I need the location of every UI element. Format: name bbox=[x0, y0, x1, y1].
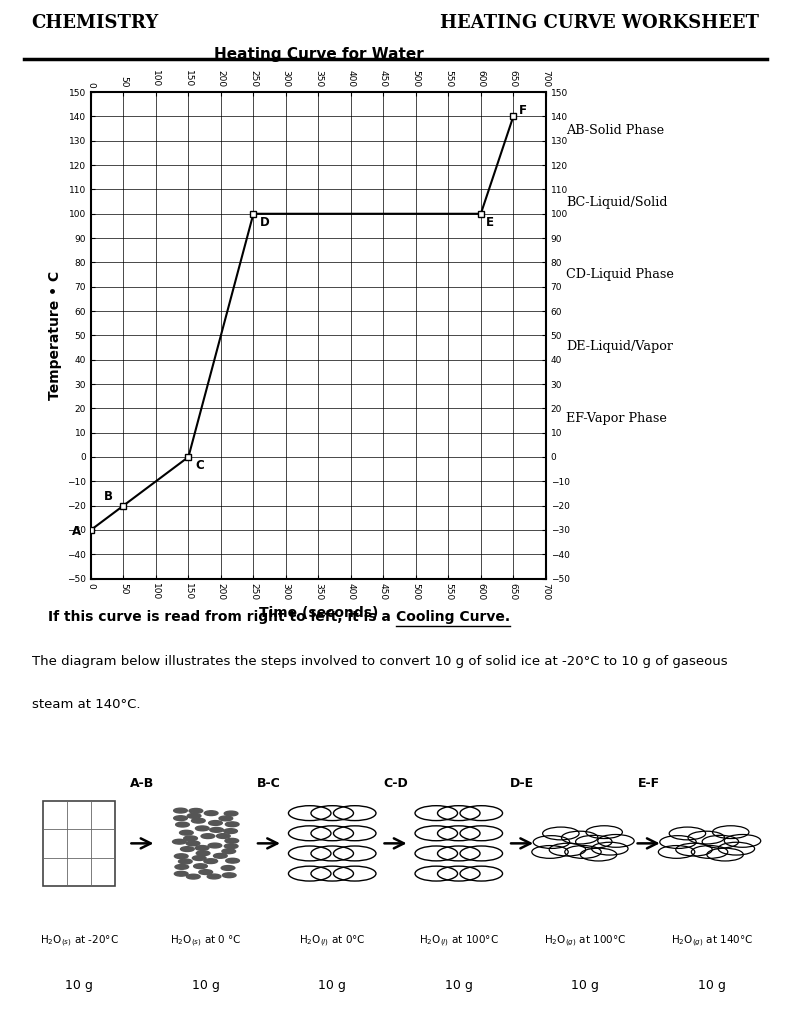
Circle shape bbox=[175, 864, 188, 869]
Text: H$_2$O$_{(g)}$ at 100°C: H$_2$O$_{(g)}$ at 100°C bbox=[544, 934, 626, 949]
Circle shape bbox=[214, 853, 227, 858]
Circle shape bbox=[191, 818, 205, 823]
Text: 10 g: 10 g bbox=[65, 979, 93, 992]
Circle shape bbox=[224, 828, 237, 834]
Circle shape bbox=[207, 874, 221, 879]
Circle shape bbox=[174, 808, 187, 813]
Circle shape bbox=[196, 851, 210, 856]
Text: A-B: A-B bbox=[131, 777, 154, 791]
Text: E-F: E-F bbox=[638, 777, 660, 791]
Text: 10 g: 10 g bbox=[445, 979, 473, 992]
Text: H$_2$O$_{(s)}$ at 0 °C: H$_2$O$_{(s)}$ at 0 °C bbox=[170, 934, 241, 949]
Circle shape bbox=[224, 811, 238, 816]
Circle shape bbox=[225, 839, 239, 843]
Circle shape bbox=[174, 816, 187, 820]
Circle shape bbox=[172, 840, 186, 844]
Circle shape bbox=[176, 822, 189, 827]
Text: AB-Solid Phase: AB-Solid Phase bbox=[566, 124, 664, 137]
Text: D: D bbox=[260, 216, 270, 229]
Text: CHEMISTRY: CHEMISTRY bbox=[32, 14, 159, 33]
Circle shape bbox=[225, 858, 240, 863]
Text: C: C bbox=[195, 460, 204, 472]
Circle shape bbox=[180, 830, 193, 836]
Circle shape bbox=[189, 809, 202, 813]
Text: EF-Vapor Phase: EF-Vapor Phase bbox=[566, 412, 667, 425]
Text: 10 g: 10 g bbox=[571, 979, 600, 992]
Circle shape bbox=[194, 864, 207, 868]
Y-axis label: Temperature • C: Temperature • C bbox=[47, 270, 62, 400]
Circle shape bbox=[187, 813, 201, 818]
Circle shape bbox=[195, 826, 209, 830]
Circle shape bbox=[208, 843, 221, 848]
X-axis label: Time (seconds): Time (seconds) bbox=[259, 606, 378, 621]
Circle shape bbox=[217, 834, 230, 839]
Text: 10 g: 10 g bbox=[318, 979, 346, 992]
Circle shape bbox=[210, 827, 223, 833]
Text: If this curve is read from right to left, it is a: If this curve is read from right to left… bbox=[47, 610, 396, 624]
Circle shape bbox=[219, 816, 233, 821]
Text: E: E bbox=[486, 216, 494, 229]
Circle shape bbox=[225, 822, 239, 826]
Circle shape bbox=[179, 859, 192, 864]
Circle shape bbox=[184, 836, 198, 841]
Circle shape bbox=[201, 834, 215, 839]
Circle shape bbox=[221, 865, 235, 870]
Text: The diagram below illustrates the steps involved to convert 10 g of solid ice at: The diagram below illustrates the steps … bbox=[32, 655, 727, 669]
Text: D-E: D-E bbox=[510, 777, 534, 791]
Circle shape bbox=[209, 820, 222, 825]
Text: CD-Liquid Phase: CD-Liquid Phase bbox=[566, 267, 674, 281]
Circle shape bbox=[180, 847, 195, 852]
Text: 10 g: 10 g bbox=[698, 979, 726, 992]
Text: 10 g: 10 g bbox=[191, 979, 220, 992]
Circle shape bbox=[174, 871, 188, 877]
Circle shape bbox=[186, 841, 200, 846]
Text: DE-Liquid/Vapor: DE-Liquid/Vapor bbox=[566, 340, 673, 352]
Text: B-C: B-C bbox=[257, 777, 281, 791]
Text: H$_2$O$_{(l)}$ at 0°C: H$_2$O$_{(l)}$ at 0°C bbox=[299, 934, 365, 949]
Text: Cooling Curve.: Cooling Curve. bbox=[396, 610, 509, 624]
Circle shape bbox=[204, 859, 218, 863]
Circle shape bbox=[225, 844, 238, 849]
Bar bbox=[43, 801, 115, 886]
Circle shape bbox=[222, 849, 236, 854]
Text: F: F bbox=[519, 103, 527, 117]
Text: BC-Liquid/Solid: BC-Liquid/Solid bbox=[566, 196, 668, 209]
Text: HEATING CURVE WORKSHEET: HEATING CURVE WORKSHEET bbox=[441, 14, 759, 33]
Circle shape bbox=[222, 872, 236, 878]
Text: C-D: C-D bbox=[383, 777, 408, 791]
Text: H$_2$O$_{(g)}$ at 140°C: H$_2$O$_{(g)}$ at 140°C bbox=[671, 934, 753, 949]
Text: B: B bbox=[104, 490, 113, 503]
Circle shape bbox=[192, 856, 206, 860]
Circle shape bbox=[199, 869, 213, 874]
Circle shape bbox=[187, 874, 200, 879]
Circle shape bbox=[174, 854, 188, 858]
Text: A: A bbox=[71, 525, 81, 539]
Title: Heating Curve for Water: Heating Curve for Water bbox=[214, 47, 423, 61]
Circle shape bbox=[195, 846, 209, 850]
Text: H$_2$O$_{(l)}$ at 100°C: H$_2$O$_{(l)}$ at 100°C bbox=[419, 934, 498, 949]
Text: H$_2$O$_{(s)}$ at -20°C: H$_2$O$_{(s)}$ at -20°C bbox=[40, 934, 119, 949]
Text: steam at 140°C.: steam at 140°C. bbox=[32, 697, 140, 711]
Circle shape bbox=[204, 811, 218, 815]
